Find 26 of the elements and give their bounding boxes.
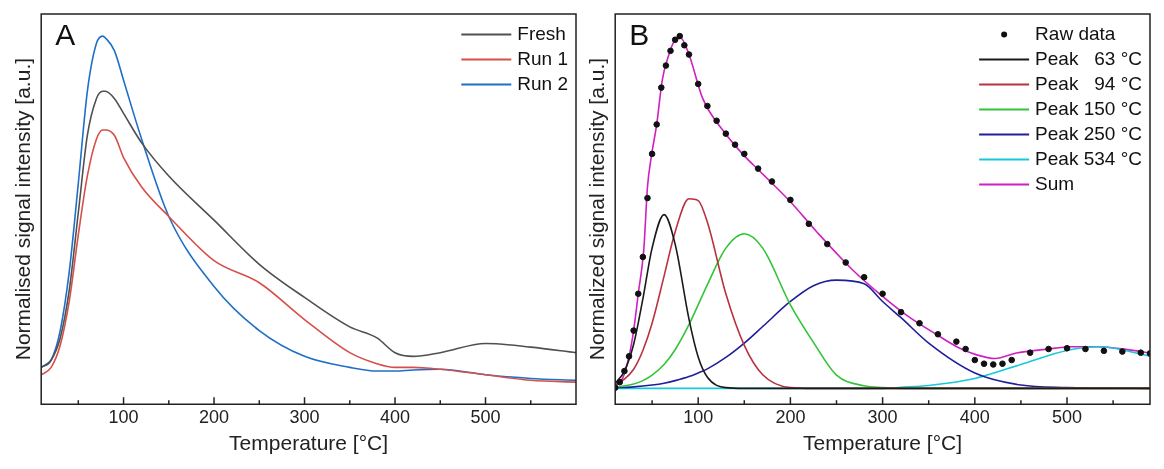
x-tick-label: 400 [380, 406, 411, 427]
x-tick-label: 200 [199, 406, 230, 427]
x-tick-label: 400 [959, 406, 990, 427]
chart-title: B [629, 18, 650, 52]
x-axis-title: Temperature [°C] [803, 431, 963, 455]
legend-label: Sum [1035, 172, 1075, 194]
x-tick-label: 300 [289, 406, 320, 427]
x-tick-label: 300 [867, 406, 898, 427]
chart-title: A [55, 18, 76, 52]
y-axis-title: Normalized signal intensity [a.u.] [585, 57, 609, 361]
x-tick-label: 100 [108, 406, 139, 427]
x-tick-label: 500 [1051, 406, 1083, 427]
legend-label: Run 2 [517, 72, 568, 94]
legend-label: Peak 534 °C [1035, 147, 1143, 169]
legend-label: Fresh [517, 22, 566, 44]
y-axis-title: Normalised signal intensity [a.u.] [11, 57, 35, 361]
x-tick-label: 100 [683, 406, 714, 427]
x-tick-label: 500 [470, 406, 501, 427]
x-tick-label: 200 [775, 406, 806, 427]
x-axis-title: Temperature [°C] [229, 431, 389, 455]
legend-label: Peak 94 °C [1035, 72, 1142, 94]
legend-label: Peak 63 °C [1035, 47, 1142, 69]
legend-label: Peak 250 °C [1035, 122, 1143, 144]
legend-label: Run 1 [517, 47, 568, 69]
legend-label: Raw data [1035, 22, 1116, 44]
legend-label: Peak 150 °C [1035, 97, 1143, 119]
